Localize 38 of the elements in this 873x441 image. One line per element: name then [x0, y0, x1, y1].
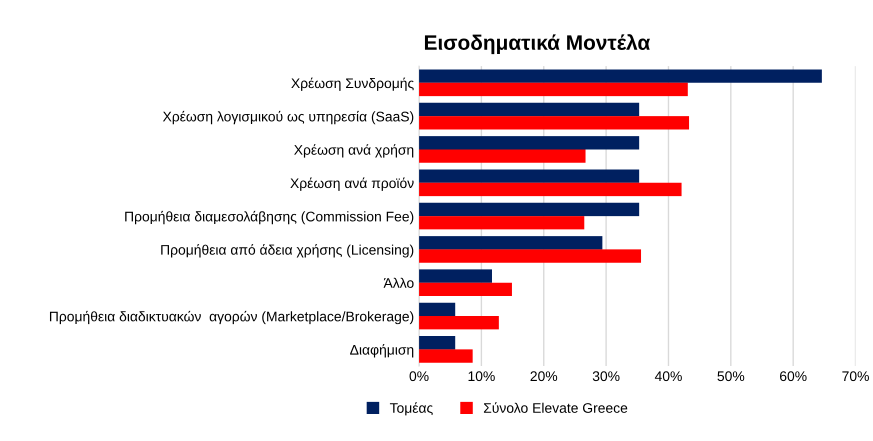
x-tick-label: 70%	[842, 371, 869, 382]
y-tick-label: Χρέωση ανά χρήση	[294, 144, 414, 158]
y-tick-label: Προμήθεια από άδεια χρήσης (Licensing)	[161, 244, 414, 258]
bar	[419, 149, 586, 163]
x-tick-label: 40%	[654, 371, 682, 382]
chart-title: Εισοδηματικά Μοντέλα	[424, 34, 650, 54]
bar	[419, 169, 640, 183]
x-tick-label: 60%	[780, 371, 807, 382]
y-tick-label: Διαφήμιση	[350, 344, 414, 358]
x-tick-label: 50%	[717, 371, 744, 382]
bar	[419, 336, 456, 350]
y-tick-label: Χρέωση Συνδρομής	[291, 78, 414, 91]
bar	[419, 282, 512, 296]
bar	[419, 349, 473, 363]
x-tick-label: 0%	[410, 371, 429, 382]
bar	[419, 202, 640, 216]
bar	[419, 69, 822, 83]
bar	[419, 302, 456, 316]
y-tick-label: Προμήθεια διαμεσολάβησης (Commission Fee)	[125, 210, 414, 224]
x-tick-label: 10%	[468, 371, 495, 382]
bar	[419, 116, 690, 130]
bar	[419, 269, 492, 283]
bar	[419, 316, 499, 330]
x-tick-label: 20%	[530, 371, 558, 382]
bar	[419, 82, 688, 96]
y-tick-label: Προμήθεια διαδικτυακών αγορών (Marketplace/Brokerage)	[50, 310, 414, 324]
y-tick-label: Χρέωση λογισμικού ως υπηρεσία (SaaS)	[162, 110, 414, 124]
x-tick-label: 30%	[592, 371, 620, 382]
bar	[419, 136, 640, 150]
bar	[419, 102, 640, 116]
legend-label: Τομέας	[390, 402, 433, 416]
bar	[419, 182, 682, 196]
legend-label: Σύνολο Elevate Greece	[484, 402, 628, 413]
bar	[419, 216, 584, 230]
bar	[419, 249, 642, 263]
y-tick-label: Άλλο	[384, 278, 414, 288]
bar	[419, 236, 602, 250]
y-tick-label: Χρέωση ανά προϊόν	[290, 178, 414, 191]
